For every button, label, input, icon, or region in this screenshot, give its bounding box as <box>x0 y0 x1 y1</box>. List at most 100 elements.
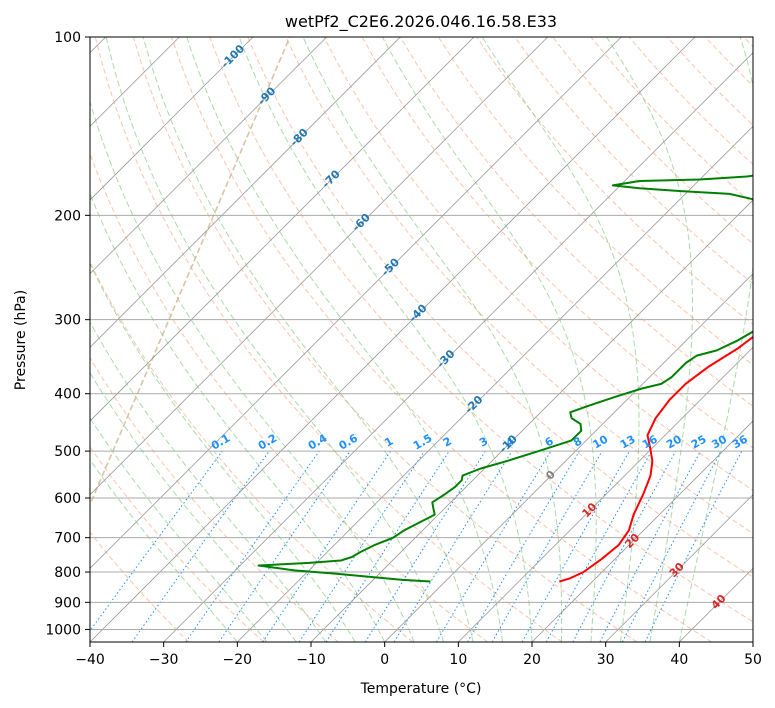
dry-adiabat <box>361 37 753 449</box>
moist-adiabat <box>238 37 533 642</box>
mixing-ratio-label: 20 <box>664 432 684 451</box>
mixing-ratio-label: 6 <box>543 434 556 449</box>
y-tick-label: 200 <box>54 208 81 224</box>
isotherm-line <box>90 37 401 348</box>
isotherm-label: -30 <box>434 347 457 370</box>
dry-adiabat <box>90 260 414 642</box>
saturation-curve <box>90 37 291 507</box>
isotherm-line <box>531 420 753 642</box>
moist-adiabat <box>90 262 356 642</box>
dry-adiabat <box>247 37 753 578</box>
y-tick-label: 600 <box>54 491 81 507</box>
mixing-ratio-line <box>572 450 677 642</box>
isotherm-label: -80 <box>288 126 311 149</box>
isotherm-line <box>384 273 753 642</box>
dry-adiabat <box>285 37 753 535</box>
moist-adiabat <box>186 37 503 642</box>
isotherm-label: 0 <box>543 468 558 483</box>
dry-adiabat <box>399 37 753 407</box>
mixing-ratio-label: 1.5 <box>411 432 434 453</box>
moist-adiabat <box>90 371 297 642</box>
moist-adiabat <box>90 321 327 642</box>
x-tick-label: −40 <box>75 652 105 668</box>
y-axis-label: Pressure (hPa) <box>13 290 29 390</box>
dry-adiabat <box>94 37 563 642</box>
moist-adiabat <box>105 37 445 642</box>
x-tick-label: −30 <box>149 652 179 668</box>
mixing-ratio-line <box>131 450 270 642</box>
mixing-ratio-label: 30 <box>709 432 729 451</box>
moist-adiabat <box>90 459 238 642</box>
mixing-ratio-line <box>218 450 351 642</box>
moist-adiabat <box>142 37 474 642</box>
y-tick-label: 300 <box>54 313 81 329</box>
x-tick-label: 20 <box>523 652 541 668</box>
isotherm-label: -70 <box>320 167 343 190</box>
moist-adiabat <box>381 37 597 642</box>
mixing-ratio-label: 8 <box>571 435 584 450</box>
x-tick-label: 0 <box>380 652 389 668</box>
isotherm-line <box>310 199 753 642</box>
profiles <box>257 174 753 583</box>
x-tick-label: 10 <box>449 652 467 668</box>
mixing-ratio-label: 1 <box>382 435 395 450</box>
y-tick-label: 100 <box>54 30 81 46</box>
moist-adiabat <box>606 37 693 642</box>
x-tick-label: 30 <box>597 652 615 668</box>
isobars <box>90 37 753 630</box>
moist-adiabat <box>678 37 753 642</box>
dry-adiabat <box>90 531 190 642</box>
mixing-ratio-line <box>90 450 223 632</box>
dry-adiabat <box>437 37 753 366</box>
mixing-ratio-lines <box>90 450 743 642</box>
mixing-ratio-label: 25 <box>689 433 709 452</box>
dry-adiabat <box>132 37 638 642</box>
mixing-ratio-label: 10 <box>590 432 610 451</box>
x-tick-label: 50 <box>744 652 762 668</box>
mixing-ratio-label: 0.4 <box>306 431 330 452</box>
x-tick-label: −10 <box>296 652 326 668</box>
isotherm-label: 40 <box>709 592 729 612</box>
moist-adiabat <box>90 192 386 642</box>
y-tick-label: 700 <box>54 531 81 547</box>
mixing-ratio-label: 0.1 <box>209 432 232 453</box>
y-tick-label: 800 <box>54 565 81 581</box>
moist-adiabat <box>90 417 268 642</box>
dry-adiabat <box>171 37 712 642</box>
mixing-ratio-line <box>393 450 513 642</box>
dry-adiabats <box>90 37 753 642</box>
x-tick-label: 40 <box>670 652 688 668</box>
mixing-ratio-line <box>262 450 392 642</box>
y-tick-label: 500 <box>54 444 81 460</box>
moist-adiabat <box>90 99 415 642</box>
isotherm-label: -90 <box>255 84 278 107</box>
isotherm-label: -40 <box>406 301 429 324</box>
isotherm-line <box>90 37 622 569</box>
dry-adiabat <box>590 37 753 205</box>
plot-area: 0.1 0.2 0.4 0.6 1 1.5 2 3 4 6 8 10 13 16 20 25 30 36-100-… <box>90 37 753 642</box>
isotherm-line <box>90 37 696 642</box>
mixing-ratio-label: 13 <box>618 433 638 452</box>
isotherm-line <box>679 567 753 642</box>
dry-adiabat <box>666 37 753 126</box>
isotherm-line <box>752 641 753 642</box>
isotherm-line <box>605 494 753 642</box>
isotherm-line <box>90 37 327 275</box>
isotherm-line <box>237 125 753 642</box>
dry-adiabat <box>323 37 753 491</box>
isotherm-label: -20 <box>462 393 485 416</box>
isotherm-line <box>90 37 548 496</box>
y-tick-label: 900 <box>54 595 81 611</box>
dry-adiabat <box>209 37 753 623</box>
isotherm-line <box>90 37 475 422</box>
mixing-ratio-label: 36 <box>730 432 750 451</box>
mixing-ratio-line <box>644 450 743 642</box>
plot-frame <box>89 36 754 643</box>
mixing-ratio-line <box>185 450 320 642</box>
moist-adiabat <box>302 37 563 642</box>
y-tick-label: 1000 <box>45 622 81 638</box>
x-axis-ticks: −40 −30 −20 −10 0 10 20 30 40 50 <box>75 642 762 668</box>
moist-adiabats <box>90 37 753 642</box>
isotherm-label: -60 <box>350 211 373 234</box>
